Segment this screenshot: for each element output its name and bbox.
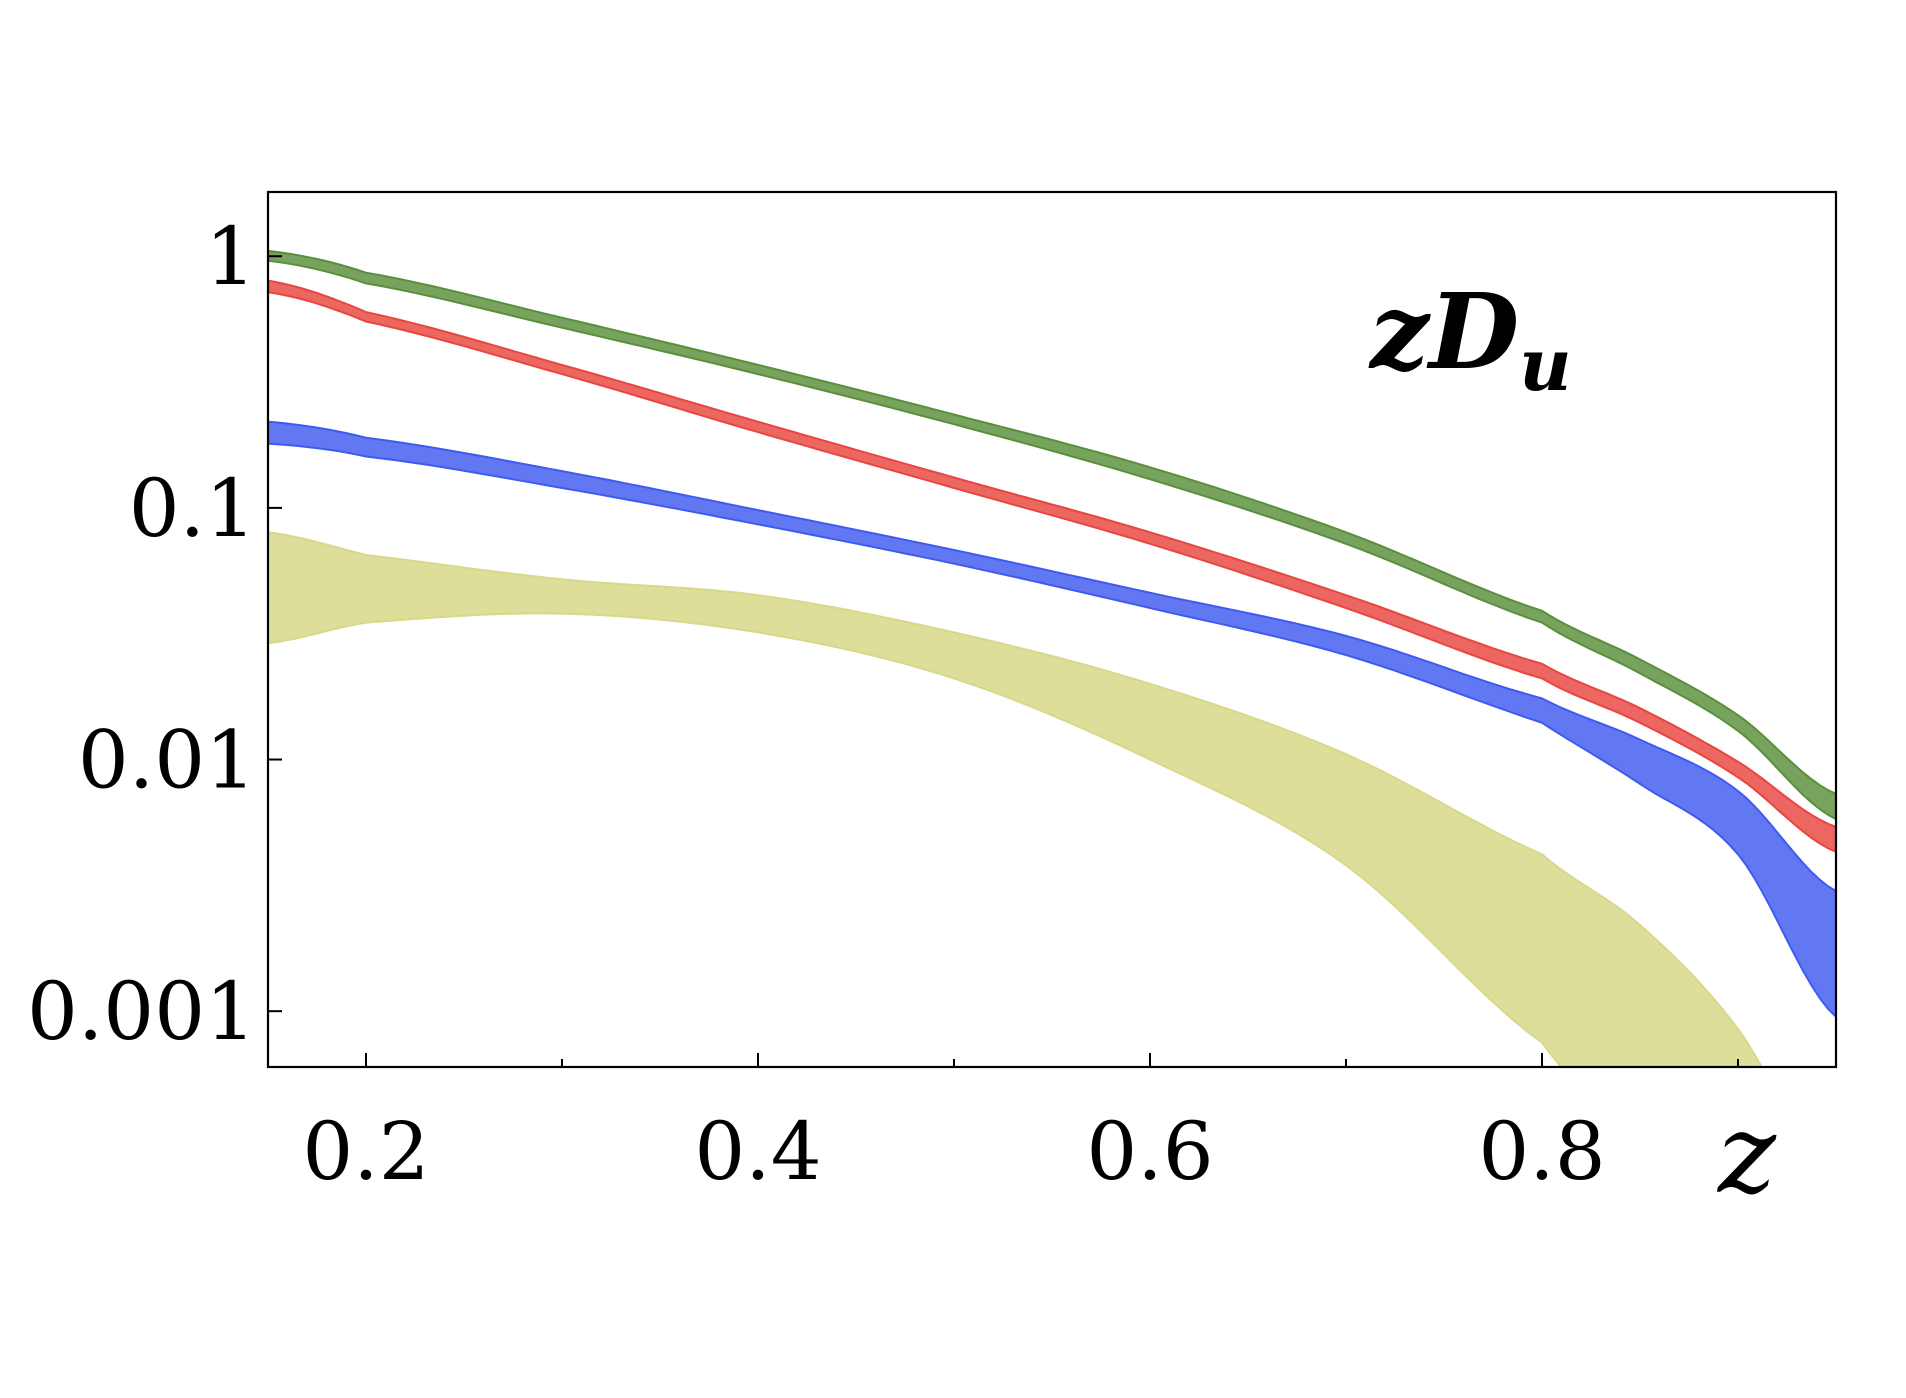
- x-tick-label: 0.6: [1086, 1105, 1213, 1198]
- x-tick-label: 0.4: [694, 1105, 821, 1198]
- y-tick-label: 0.1: [129, 462, 256, 555]
- x-axis-label: z: [1716, 1090, 1777, 1218]
- series-band-1: [268, 279, 1836, 853]
- y-tick-label: 0.01: [78, 714, 256, 807]
- series-band-2: [268, 420, 1836, 1019]
- x-tick-label: 0.2: [302, 1105, 429, 1198]
- plot-frame: [266, 190, 1838, 1069]
- axis-ticks: 0.2 0.4 0.6 0.8 1 0.1 0.01 0.001: [27, 210, 1739, 1198]
- annotation-label: zDu: [1368, 270, 1572, 407]
- y-tick-label: 0.001: [27, 965, 256, 1058]
- x-tick-label: 0.8: [1478, 1105, 1605, 1198]
- series-bands: [268, 249, 1836, 1067]
- series-band-0: [268, 249, 1836, 821]
- y-tick-label: 1: [205, 210, 256, 303]
- annotation-main: zD: [1368, 270, 1519, 393]
- annotation-subscript: u: [1519, 322, 1571, 407]
- series-band-3: [268, 531, 1763, 1067]
